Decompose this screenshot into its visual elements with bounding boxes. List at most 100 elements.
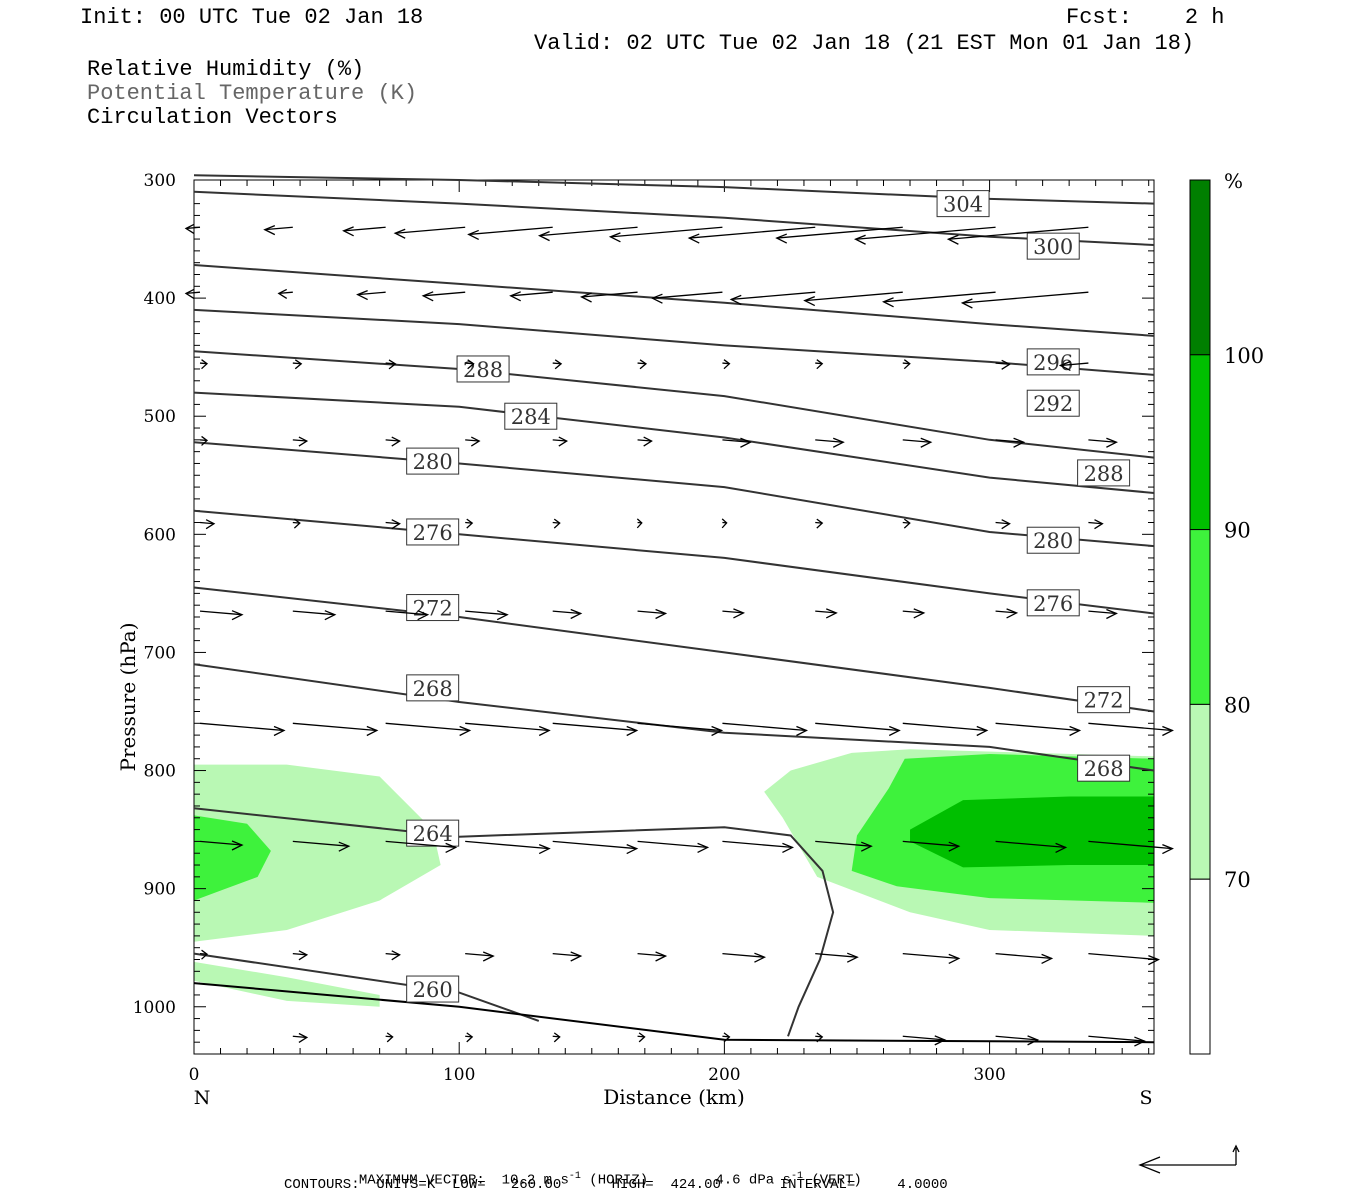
circulation-vector (465, 722, 550, 732)
circulation-vector-head (558, 436, 569, 447)
circulation-vector-head (553, 518, 561, 529)
circulation-vector-head (740, 437, 753, 448)
theta-contour-268 (193, 663, 1155, 772)
circulation-vector-head (263, 225, 276, 236)
circulation-vector-head (655, 608, 668, 620)
circulation-vector-head (775, 233, 788, 244)
circulation-vector (385, 521, 400, 525)
circulation-vector (948, 226, 1089, 240)
circulation-vector-head (1162, 725, 1174, 737)
circulation-vector (385, 840, 456, 849)
circulation-vector (385, 952, 400, 956)
circulation-vector (689, 226, 816, 239)
circulation-vector-head (459, 725, 472, 737)
circulation-vector-head (934, 1035, 947, 1046)
circulation-vector (815, 439, 844, 443)
circulation-vector (995, 840, 1066, 849)
circulation-vector-head (298, 1032, 309, 1044)
circulation-vector-head (1013, 437, 1026, 448)
circulation-vector-head (729, 294, 742, 305)
circulation-vector-head (201, 435, 209, 446)
circulation-vector-head (554, 359, 563, 370)
y-tick-label: 500 (144, 407, 176, 427)
circulation-vector-head (1041, 953, 1054, 964)
circulation-vector (902, 439, 931, 443)
circulation-vector-head (482, 951, 495, 962)
circulation-vector (995, 439, 1024, 443)
contour-label: 284 (511, 405, 551, 429)
circulation-vector-head (338, 841, 351, 852)
circulation-vector-head (570, 608, 583, 620)
y-tick-label: 700 (144, 643, 176, 663)
circulation-vector-head (273, 725, 286, 737)
y-tick-label: 600 (144, 525, 176, 545)
circulation-vector-head (721, 518, 728, 529)
circulation-vector-head (650, 293, 663, 304)
contour-label-box (1026, 389, 1080, 417)
circulation-vector-head (816, 359, 824, 370)
circulation-vector-head (655, 951, 668, 962)
circulation-vector-head (201, 949, 209, 960)
circulation-vector (552, 952, 581, 957)
contour-info: CONTOURS: UNITS=K LOW= 260.00 HIGH= 424.… (284, 1177, 948, 1193)
contour-label-box (1077, 686, 1131, 714)
circulation-vector (637, 840, 708, 849)
vert-exp: -1 (790, 1171, 803, 1182)
circulation-vector-head (888, 725, 901, 737)
circulation-vector-head (1094, 519, 1104, 530)
circulation-vector-head (1148, 955, 1160, 966)
vert-tag: (VERT) (811, 1172, 862, 1189)
circulation-vector-head (388, 359, 397, 370)
x-tick-label: 300 (973, 1065, 1005, 1085)
circulation-vector (637, 722, 722, 732)
x-axis-title: Distance (km) (603, 1085, 745, 1109)
circulation-vector-head (754, 952, 767, 963)
contour-label: 304 (943, 193, 983, 217)
theta-contour-264 (193, 807, 835, 1037)
circulation-vector-head (231, 610, 244, 621)
circulation-vector (292, 952, 307, 956)
circulation-vector-head (421, 291, 434, 302)
circulation-vector-head (948, 841, 961, 852)
contour-label-box (406, 594, 460, 622)
circulation-vector-head (816, 518, 824, 529)
circulation-vector (292, 610, 335, 616)
circulation-vector (995, 521, 1010, 525)
max-vector-title: MAXIMUM VECTOR: (358, 1172, 485, 1189)
circulation-vector (465, 952, 494, 957)
circulation-vector (552, 722, 637, 732)
circulation-vector-head (832, 437, 845, 448)
colorbar-segment (1189, 179, 1211, 356)
circulation-vector (292, 362, 302, 365)
circulation-vector (552, 362, 562, 365)
colorbar-segment (1189, 529, 1211, 705)
contour-label: 276 (1033, 592, 1073, 616)
circulation-vector (776, 226, 903, 239)
circulation-vector-head (298, 950, 309, 961)
reference-vector-horiz-head (1138, 1156, 1161, 1174)
circulation-vector-head (391, 519, 401, 530)
circulation-vector (815, 952, 858, 958)
colorbar-label: 70 (1224, 868, 1251, 892)
circulation-vector-head (803, 295, 816, 307)
circulation-vector (357, 291, 386, 296)
contour-label: 268 (1084, 757, 1124, 781)
rh-shaded-region (910, 796, 1154, 868)
circulation-vector-head (467, 229, 479, 241)
circulation-vector (722, 439, 751, 443)
reference-vector-vert-head (1232, 1144, 1240, 1153)
circulation-vector-head (946, 234, 959, 245)
circulation-vector-head (391, 950, 401, 961)
colorbar-segment (1189, 878, 1211, 1055)
rh-shaded-region (194, 815, 271, 901)
circulation-vector-head (538, 844, 551, 855)
circulation-vector-head (417, 610, 430, 621)
circulation-vector (722, 610, 744, 614)
circulation-vector-head (294, 359, 303, 370)
circulation-vector-head (782, 842, 795, 853)
contour-label: 276 (413, 521, 453, 545)
contour-label: 280 (413, 450, 453, 474)
contour-label-box (1026, 232, 1080, 260)
circulation-vector-head (1001, 519, 1011, 530)
circulation-vector-head (553, 1032, 561, 1043)
